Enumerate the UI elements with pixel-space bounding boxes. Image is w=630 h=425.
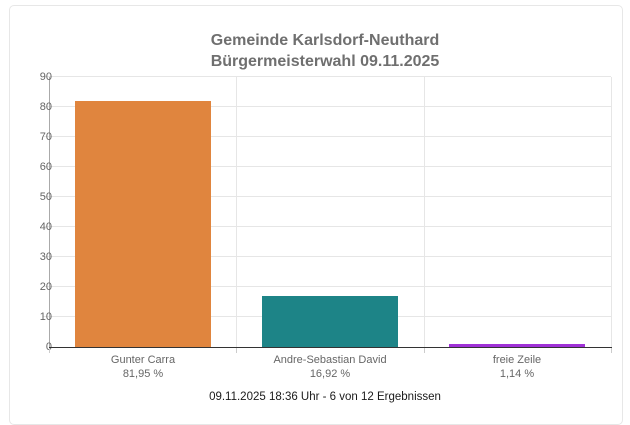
x-axis-tick xyxy=(424,348,425,353)
y-gridline xyxy=(43,256,611,257)
category-label-group: Gunter Carra 81,95 % xyxy=(50,353,237,381)
category-separator-line xyxy=(424,77,425,347)
y-axis-tick-label: 40 xyxy=(39,221,52,233)
bar-freie-zeile[interactable] xyxy=(449,344,585,347)
y-axis-tick-label: 10 xyxy=(39,311,52,323)
y-axis-tick-label: 0 xyxy=(10,341,52,354)
chart-subtitle: Bürgermeisterwahl 09.11.2025 xyxy=(210,53,440,70)
y-axis-tick-label: 60 xyxy=(39,161,52,173)
y-gridline xyxy=(43,166,611,167)
y-gridline xyxy=(43,196,611,197)
category-separator-line xyxy=(236,77,237,347)
y-gridline xyxy=(43,286,611,287)
category-value-label: 1,14 % xyxy=(499,368,535,380)
y-gridline xyxy=(43,136,611,137)
bar-gunter-carra[interactable] xyxy=(75,101,211,347)
chart-title-block: Gemeinde Karlsdorf-Neuthard Bürgermeiste… xyxy=(10,30,630,72)
chart-title: Gemeinde Karlsdorf-Neuthard xyxy=(210,32,440,49)
y-axis-tick-label: 20 xyxy=(39,281,52,293)
category-separator-line xyxy=(611,77,612,347)
y-axis-tick-label: 30 xyxy=(39,251,52,263)
chart-footer: 09.11.2025 18:36 Uhr - 6 von 12 Ergebnis… xyxy=(209,391,441,403)
y-gridline xyxy=(43,106,611,107)
category-value-label: 16,92 % xyxy=(309,368,351,380)
category-label: Gunter Carra xyxy=(110,354,176,366)
y-axis-tick-label: 70 xyxy=(39,131,52,143)
y-axis-line xyxy=(49,77,50,347)
category-label: freie Zeile xyxy=(492,354,542,366)
chart-card: Gemeinde Karlsdorf-Neuthard Bürgermeiste… xyxy=(9,5,623,425)
x-axis-tick xyxy=(611,348,612,353)
x-axis-tick xyxy=(49,348,50,353)
y-axis-tick-label: 80 xyxy=(39,101,52,113)
x-axis-tick xyxy=(236,348,237,353)
bar-andre-sebastian-david[interactable] xyxy=(262,296,398,347)
y-gridline xyxy=(43,76,611,77)
y-axis-tick-label: 50 xyxy=(39,191,52,203)
category-label-group: freie Zeile 1,14 % xyxy=(424,353,611,381)
plot-area xyxy=(43,76,612,347)
category-value-label: 81,95 % xyxy=(122,368,164,380)
y-gridline xyxy=(43,226,611,227)
category-label: Andre-Sebastian David xyxy=(273,354,387,366)
x-axis-line xyxy=(49,347,612,348)
y-axis-tick-label: 90 xyxy=(39,71,52,83)
category-label-group: Andre-Sebastian David 16,92 % xyxy=(237,353,424,381)
